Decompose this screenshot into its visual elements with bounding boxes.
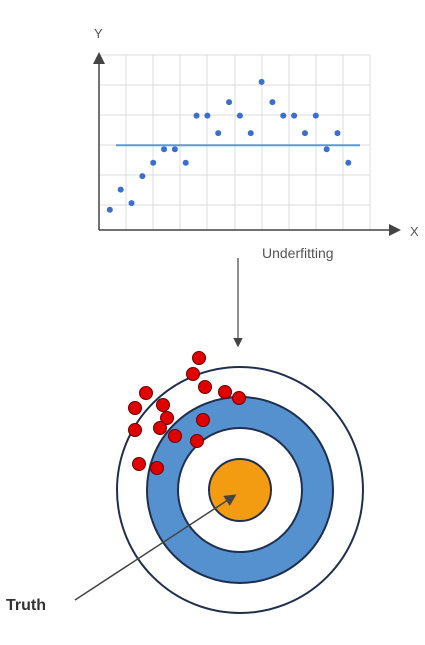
data-point [226, 99, 233, 106]
target-hit [218, 385, 232, 399]
data-point [182, 159, 189, 166]
data-point [345, 159, 352, 166]
target-hit [192, 351, 206, 365]
data-point [150, 159, 157, 166]
data-point [215, 130, 222, 137]
target-hit [232, 391, 246, 405]
data-point [139, 173, 146, 180]
data-point [247, 130, 254, 137]
target-hit [128, 423, 142, 437]
target-hit [150, 461, 164, 475]
data-point [117, 186, 124, 193]
target-hit [153, 421, 167, 435]
target-hit [128, 401, 142, 415]
target-hit [198, 380, 212, 394]
data-point [291, 112, 298, 119]
data-point [301, 130, 308, 137]
target-hit [186, 367, 200, 381]
data-point [161, 146, 168, 153]
data-point [323, 146, 330, 153]
data-point [312, 112, 319, 119]
target-hit [168, 429, 182, 443]
target-hit [196, 413, 210, 427]
truth-arrow [74, 494, 237, 601]
data-point [280, 112, 287, 119]
target-hit [132, 457, 146, 471]
data-point [269, 99, 276, 106]
y-axis-label: Y [94, 26, 103, 41]
data-point [236, 112, 243, 119]
chart-grid [99, 54, 371, 230]
target-hit [156, 398, 170, 412]
target [116, 351, 364, 614]
data-point [171, 146, 178, 153]
target-bullseye [208, 458, 272, 522]
data-points [106, 78, 352, 213]
target-hit [139, 386, 153, 400]
data-point [258, 78, 265, 85]
data-point [193, 112, 200, 119]
caption-underfitting: Underfitting [262, 245, 334, 261]
x-axis-label: X [410, 224, 419, 239]
truth-label: Truth [6, 597, 46, 614]
scatter-chart: Y X [93, 26, 419, 239]
target-hits [128, 351, 246, 475]
data-point [128, 200, 135, 207]
target-hit [190, 434, 204, 448]
data-point [334, 130, 341, 137]
data-point [204, 112, 211, 119]
target-hit [160, 411, 174, 425]
data-point [106, 206, 113, 213]
